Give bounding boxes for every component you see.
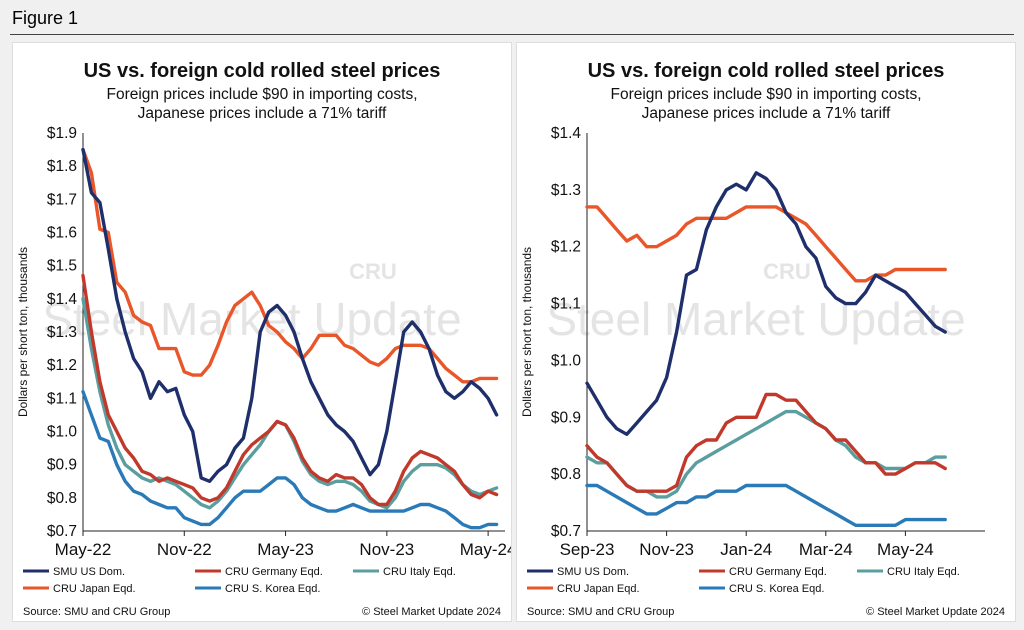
x-tick-label: May-23 (257, 540, 314, 559)
y-tick-label: $1.1 (551, 296, 581, 313)
chart-long-term: Steel Market Update CRU US vs. foreign col… (16, 60, 511, 618)
legend-label: CRU Germany Eqd. (729, 566, 827, 578)
chart-subtitle-line: Japanese prices include a 71% tariff (642, 105, 891, 122)
x-tick-label: Nov-23 (639, 540, 694, 559)
copyright-note: © Steel Market Update 2024 (362, 606, 501, 618)
y-tick-label: $1.3 (47, 324, 77, 341)
x-tick-label: May-24 (460, 540, 511, 559)
chart-subtitle-line: Foreign prices include $90 in importing … (610, 86, 921, 103)
series-line-germany (81, 273, 499, 507)
chart-panel-long-term: Steel Market Update CRU US vs. foreign col… (12, 42, 512, 622)
x-tick-label: Nov-23 (359, 540, 414, 559)
legend-label: CRU S. Korea Eqd. (225, 583, 320, 595)
y-tick-label: $1.5 (47, 258, 77, 275)
series-line-smu (81, 147, 499, 483)
y-tick-label: $0.7 (47, 523, 77, 540)
legend-label: CRU Germany Eqd. (225, 566, 323, 578)
chart-subtitle-line: Foreign prices include $90 in importing … (106, 86, 417, 103)
y-tick-label: $1.0 (47, 424, 78, 441)
y-tick-label: $1.6 (47, 225, 77, 242)
x-tick-label: Mar-24 (799, 540, 853, 559)
series-line-germany (585, 392, 947, 493)
x-tick-label: May-24 (877, 540, 934, 559)
y-axis-label: Dollars per short ton, thousands (520, 247, 534, 417)
source-note: Source: SMU and CRU Group (23, 606, 170, 618)
y-tick-label: $0.7 (551, 523, 581, 540)
y-tick-label: $1.2 (47, 357, 77, 374)
y-tick-label: $0.8 (551, 466, 581, 483)
x-tick-label: Jan-24 (720, 540, 772, 559)
x-tick-label: Nov-22 (157, 540, 212, 559)
watermark-logo: CRU (763, 259, 811, 284)
y-tick-label: $1.2 (551, 239, 581, 256)
series-line-korea (81, 390, 499, 530)
legend-label: SMU US Dom. (53, 566, 125, 578)
chart-short-term: Steel Market Update CRU US vs. foreign col… (520, 60, 1005, 618)
copyright-note: © Steel Market Update 2024 (866, 606, 1005, 618)
y-tick-label: $0.9 (551, 409, 581, 426)
series-line-smu (585, 171, 947, 436)
series-line-korea (585, 483, 947, 527)
series-line-japan (81, 147, 499, 384)
y-tick-label: $1.9 (47, 125, 77, 142)
y-tick-label: $1.4 (47, 291, 78, 308)
series-line-japan (585, 205, 947, 283)
x-tick-label: May-22 (55, 540, 112, 559)
legend-label: CRU Japan Eqd. (557, 583, 640, 595)
chart-subtitle-line: Japanese prices include a 71% tariff (138, 105, 387, 122)
y-tick-label: $1.0 (551, 352, 582, 369)
y-tick-label: $1.7 (47, 191, 77, 208)
y-axis-label: Dollars per short ton, thousands (16, 247, 30, 417)
y-tick-label: $1.3 (551, 182, 581, 199)
y-tick-label: $1.1 (47, 390, 77, 407)
watermark-text: Steel Market Update (42, 293, 461, 345)
chart-title: US vs. foreign cold rolled steel prices (588, 60, 945, 82)
legend-label: SMU US Dom. (557, 566, 629, 578)
watermark-text: Steel Market Update (546, 293, 965, 345)
y-tick-label: $1.8 (47, 158, 77, 175)
y-tick-label: $0.8 (47, 490, 77, 507)
chart-panel-short-term: Steel Market Update CRU US vs. foreign col… (516, 42, 1016, 622)
source-note: Source: SMU and CRU Group (527, 606, 674, 618)
figure-divider (10, 34, 1014, 35)
y-tick-label: $1.4 (551, 125, 582, 142)
legend-label: CRU Italy Eqd. (383, 566, 456, 578)
x-tick-label: Sep-23 (560, 540, 615, 559)
y-tick-label: $0.9 (47, 457, 77, 474)
chart-title: US vs. foreign cold rolled steel prices (84, 60, 441, 82)
legend-label: CRU S. Korea Eqd. (729, 583, 824, 595)
legend-label: CRU Italy Eqd. (887, 566, 960, 578)
watermark-logo: CRU (349, 259, 397, 284)
figure-label: Figure 1 (12, 8, 79, 28)
legend-label: CRU Japan Eqd. (53, 583, 136, 595)
